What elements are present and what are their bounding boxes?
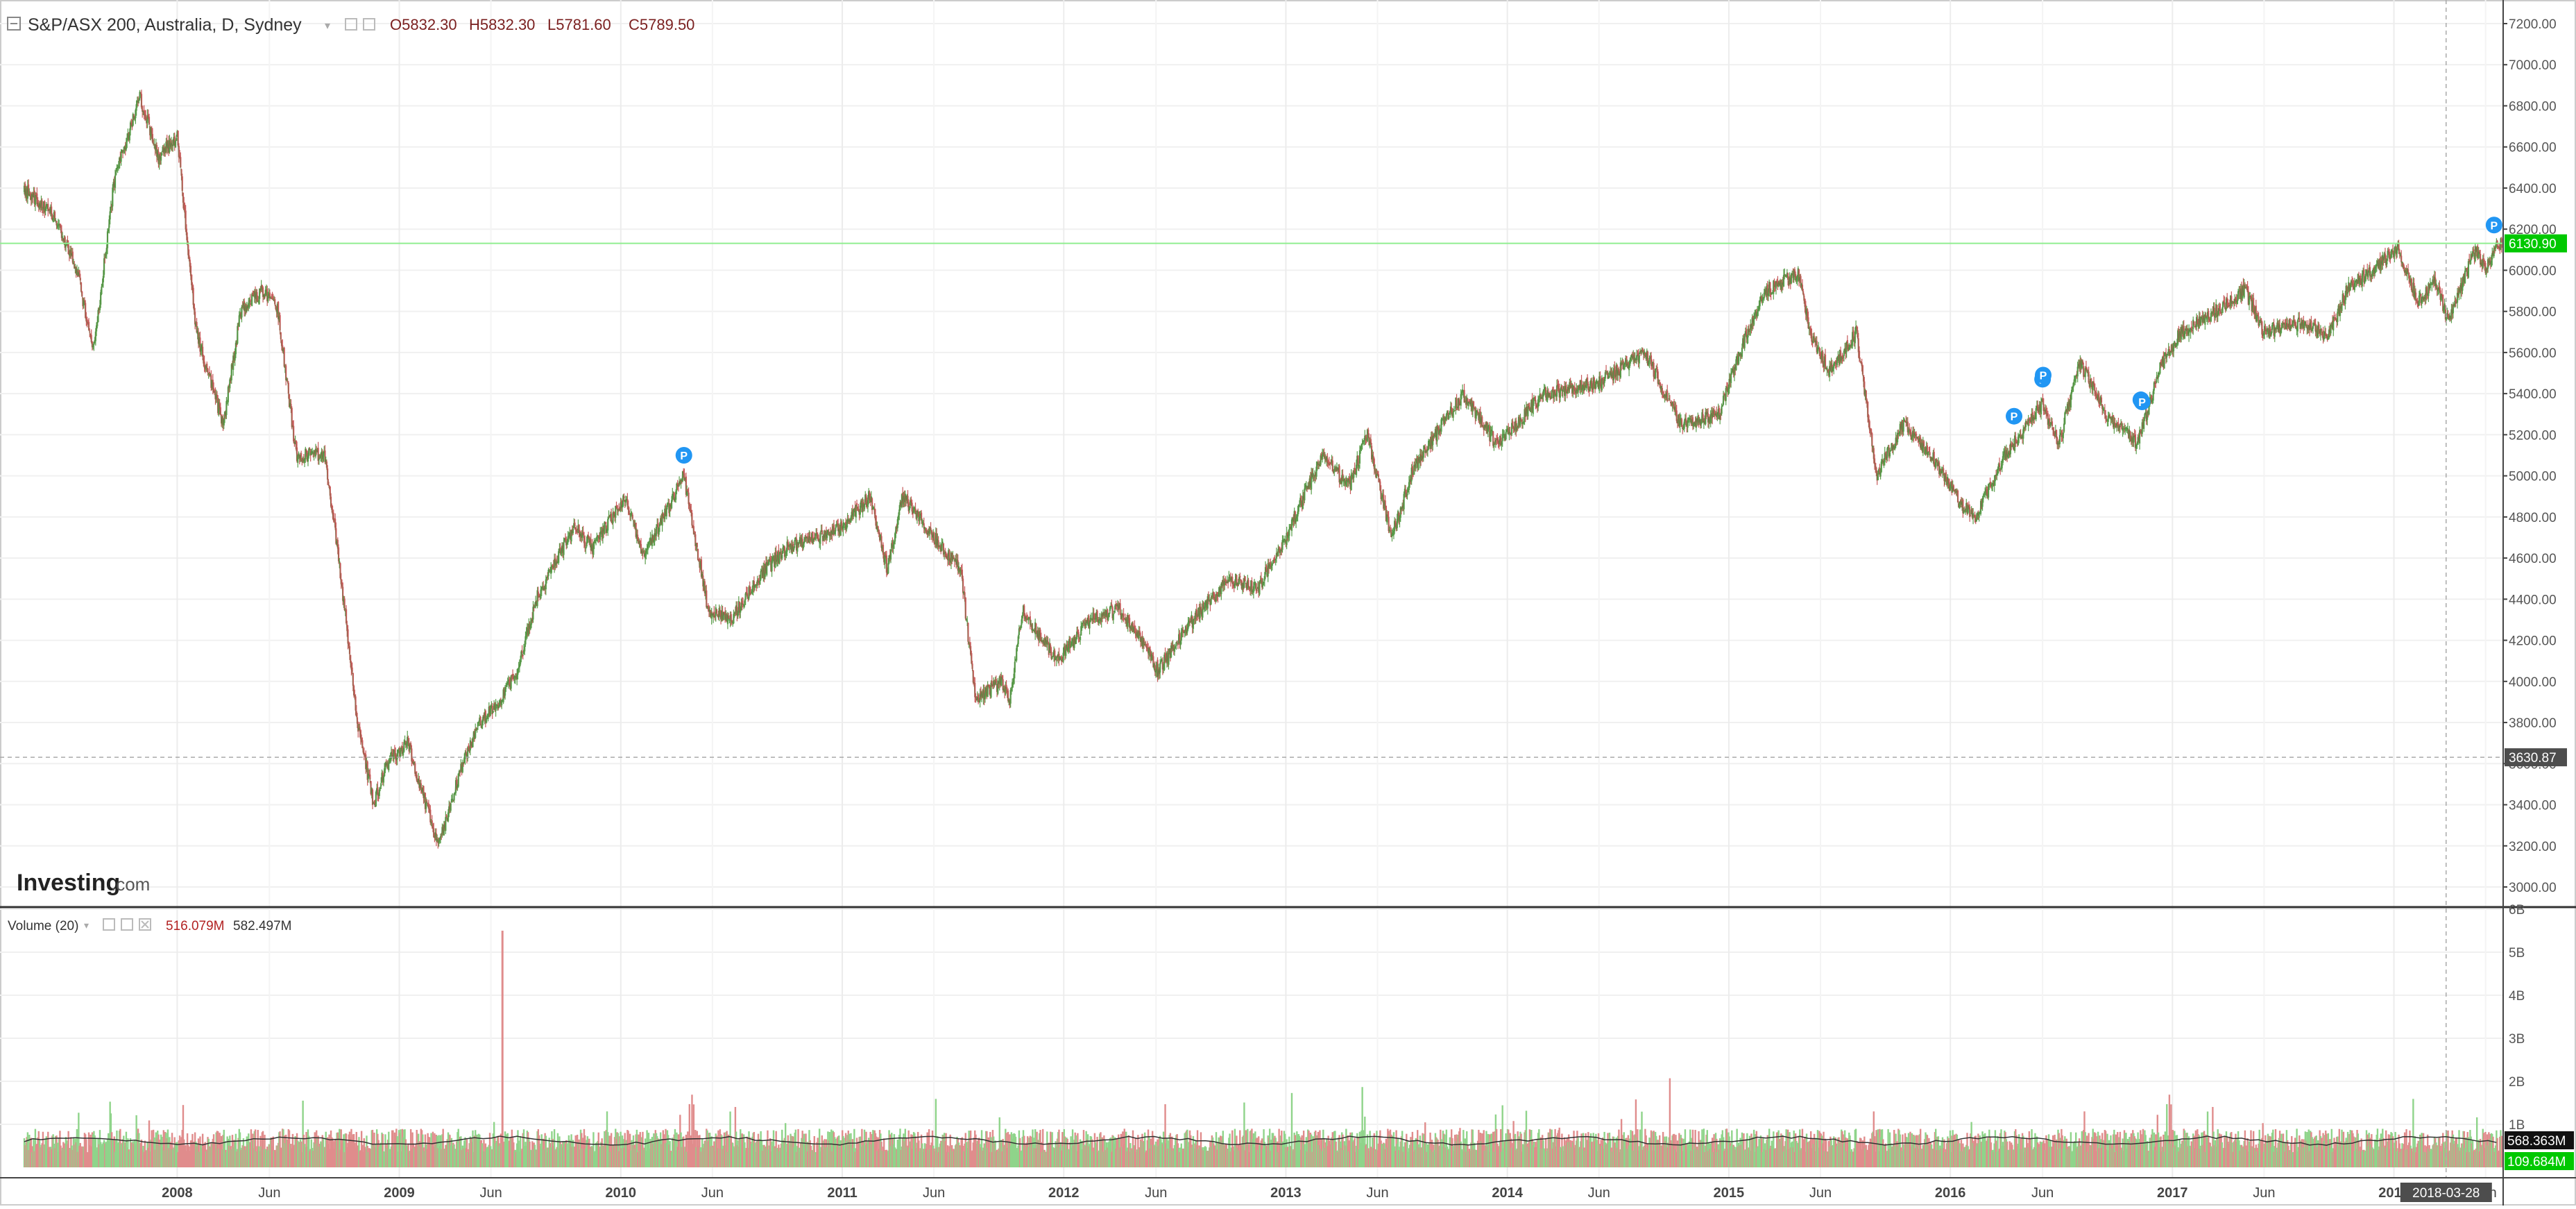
volume-spike	[502, 931, 504, 1167]
volume-bar	[2501, 1136, 2502, 1167]
